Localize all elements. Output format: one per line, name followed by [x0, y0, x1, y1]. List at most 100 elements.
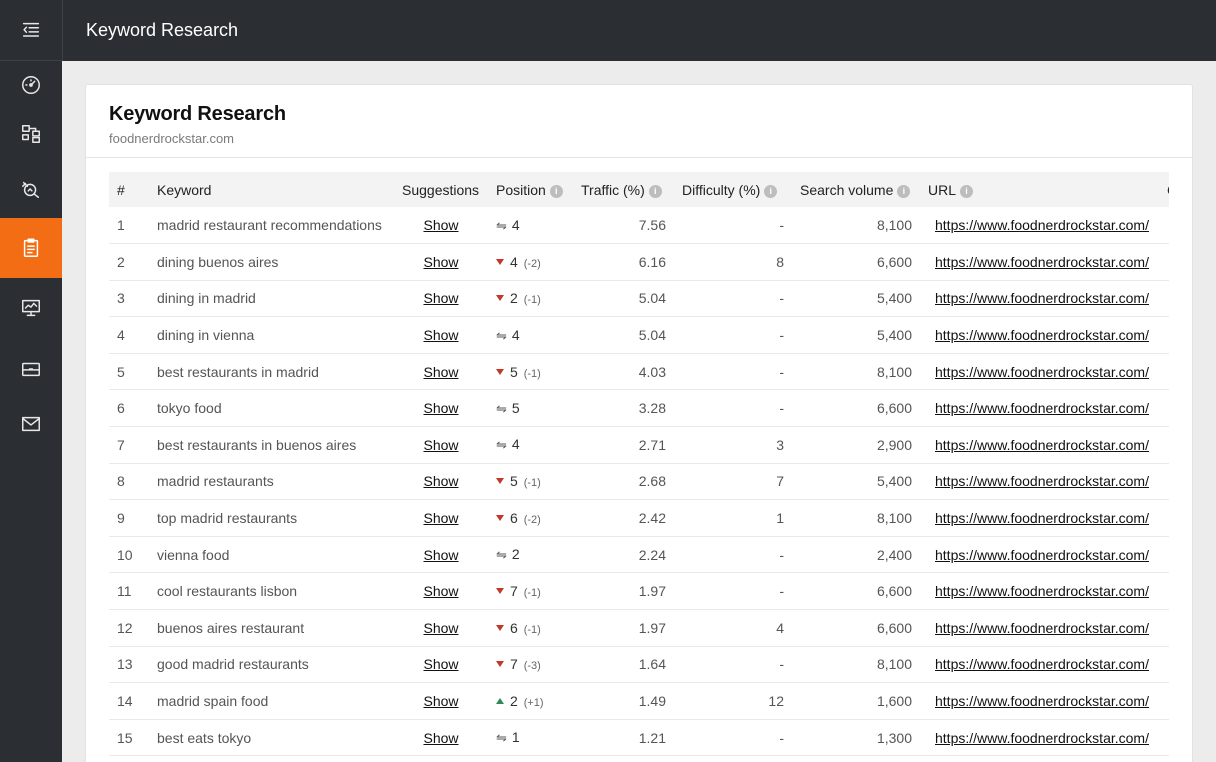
url-link[interactable]: https://www.foodnerdrockstar.com/ [935, 510, 1149, 527]
traffic-cell: 2.71 [573, 426, 674, 464]
difficulty-cell: - [674, 389, 792, 428]
show-suggestions-link[interactable]: Show [423, 436, 459, 453]
keyword-table-wrapper[interactable]: # Keyword Suggestions Position i Traffic … [109, 172, 1169, 757]
trend-down-icon [496, 478, 504, 485]
monitor-chart-icon [22, 299, 40, 317]
keyword-cell: dining in madrid [149, 280, 394, 318]
show-suggestions-link[interactable]: Show [423, 363, 459, 380]
traffic-cell: 7.56 [573, 207, 674, 245]
extra-cell [1159, 426, 1169, 464]
info-icon[interactable]: i [764, 184, 778, 198]
keyword-cell: cool restaurants lisbon [149, 572, 394, 611]
show-suggestions-link[interactable]: Show [423, 583, 459, 600]
sidebar-item-briefcase[interactable] [0, 339, 62, 399]
url-link[interactable]: https://www.foodnerdrockstar.com/ [935, 546, 1149, 563]
row-number: 9 [109, 499, 149, 537]
info-icon[interactable]: i [648, 184, 662, 198]
sidebar-item-dashboard[interactable] [0, 55, 62, 115]
row-number: 8 [109, 463, 149, 501]
position-value: 1 [511, 729, 520, 746]
show-suggestions-link[interactable]: Show [423, 400, 459, 417]
url-link[interactable]: https://www.foodnerdrockstar.com/ [935, 327, 1149, 344]
row-number: 3 [109, 280, 149, 318]
row-number: 4 [109, 316, 149, 354]
show-suggestions-link[interactable]: Show [423, 217, 459, 234]
extra-cell [1159, 646, 1169, 684]
show-suggestions-link[interactable]: Show [423, 619, 459, 636]
show-suggestions-link[interactable]: Show [423, 546, 459, 563]
info-icon[interactable]: i [897, 184, 911, 198]
table-row: 6 tokyo food Show ⇋ 5 3.28-6,600 https://www.… [109, 389, 1169, 428]
trend-down-icon [496, 588, 504, 595]
show-suggestions-link[interactable]: Show [423, 253, 459, 270]
sidebar-item-sitemap[interactable] [0, 104, 62, 164]
keyword-cell: madrid restaurants [149, 463, 394, 501]
sidebar-item-mail[interactable] [0, 394, 62, 454]
url-link[interactable]: https://www.foodnerdrockstar.com/ [935, 656, 1149, 673]
show-suggestions-link[interactable]: Show [423, 656, 459, 673]
trend-down-icon [496, 661, 504, 668]
show-suggestions-link[interactable]: Show [423, 693, 459, 710]
search-volume-cell: 2,900 [792, 426, 920, 464]
traffic-cell: 5.04 [573, 280, 674, 318]
search-volume-cell: 6,600 [792, 572, 920, 611]
extra-cell [1159, 316, 1169, 354]
url-link[interactable]: https://www.foodnerdrockstar.com/ [935, 253, 1149, 270]
show-suggestions-link[interactable]: Show [423, 510, 459, 527]
info-icon[interactable]: i [549, 184, 563, 198]
url-link[interactable]: https://www.foodnerdrockstar.com/ [935, 290, 1149, 307]
sidebar-item-keyword-research[interactable] [0, 218, 62, 278]
url-link[interactable]: https://www.foodnerdrockstar.com/ [935, 363, 1149, 380]
difficulty-cell: 1 [674, 499, 792, 537]
url-link[interactable]: https://www.foodnerdrockstar.com/ [935, 400, 1149, 417]
page-title: Keyword Research [86, 20, 239, 40]
col-header-url[interactable]: URL i [920, 172, 1159, 207]
search-analysis-icon [22, 181, 40, 198]
info-icon[interactable]: i [960, 184, 974, 198]
col-header-difficulty[interactable]: Difficulty (%) i [674, 172, 792, 207]
extra-cell [1159, 536, 1169, 574]
url-link[interactable]: https://www.foodnerdrockstar.com/ [935, 436, 1149, 453]
extra-cell [1159, 719, 1169, 757]
row-number: 15 [109, 719, 149, 757]
table-row: 8 madrid restaurants Show 5 (-1) 2.68 7 5,400 h… [109, 463, 1169, 501]
extra-cell [1159, 243, 1169, 281]
show-suggestions-link[interactable]: Show [423, 729, 459, 746]
col-header-keyword[interactable]: Keyword [157, 181, 212, 198]
col-header-suggestions[interactable]: Suggestions [402, 181, 480, 198]
row-number: 7 [109, 426, 149, 464]
table-row: 13 good madrid restaurants Show 7 (-3) 1.64-… [109, 646, 1169, 684]
traffic-cell: 1.64 [573, 646, 674, 684]
url-link[interactable]: https://www.foodnerdrockstar.com/ [935, 619, 1149, 636]
search-volume-cell: 8,100 [792, 353, 920, 391]
col-header-traffic[interactable]: Traffic (%) i [573, 172, 674, 207]
col-header-position[interactable]: Position i [488, 172, 573, 207]
table-row: 3 dining in madrid Show 2 (-1) 5.04-5,400 htt… [109, 280, 1169, 318]
search-volume-cell: 6,600 [792, 243, 920, 281]
difficulty-cell: 4 [674, 609, 792, 647]
url-link[interactable]: https://www.foodnerdrockstar.com/ [935, 693, 1149, 710]
show-suggestions-link[interactable]: Show [423, 473, 459, 490]
keyword-cell: vienna food [149, 536, 394, 574]
url-link[interactable]: https://www.foodnerdrockstar.com/ [935, 583, 1149, 600]
difficulty-cell: - [674, 719, 792, 757]
keyword-cell: top madrid restaurants [149, 499, 394, 537]
col-header-num[interactable]: # [117, 181, 125, 198]
sidebar-item-search-analysis[interactable] [0, 159, 62, 219]
sidebar [0, 0, 62, 762]
url-link[interactable]: https://www.foodnerdrockstar.com/ [935, 729, 1149, 746]
position-value: 2 [510, 693, 518, 710]
trend-down-icon [496, 624, 504, 631]
url-link[interactable]: https://www.foodnerdrockstar.com/ [935, 217, 1149, 234]
show-suggestions-link[interactable]: Show [423, 290, 459, 307]
position-delta: (-1) [523, 367, 541, 380]
col-header-search-volume[interactable]: Search volume i [792, 172, 920, 207]
position-value: 4 [511, 326, 520, 343]
col-header-extra[interactable]: C [1159, 172, 1169, 207]
traffic-cell: 2.42 [573, 499, 674, 537]
search-volume-cell: 2,400 [792, 536, 920, 574]
url-link[interactable]: https://www.foodnerdrockstar.com/ [935, 473, 1149, 490]
show-suggestions-link[interactable]: Show [423, 327, 459, 344]
sidebar-item-monitor[interactable] [0, 278, 62, 338]
menu-collapse-button[interactable] [0, 0, 62, 61]
